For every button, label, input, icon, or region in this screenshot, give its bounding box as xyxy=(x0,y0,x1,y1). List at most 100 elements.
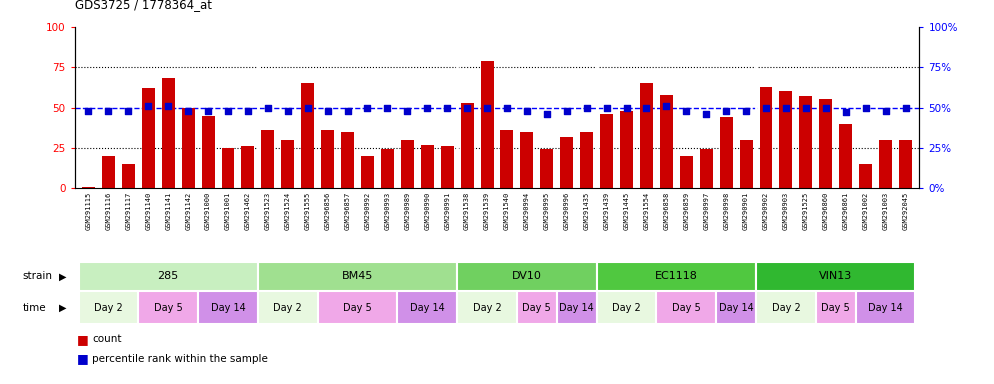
Point xyxy=(160,103,176,109)
Bar xyxy=(859,164,872,188)
Text: percentile rank within the sample: percentile rank within the sample xyxy=(92,354,268,364)
Bar xyxy=(501,130,514,188)
Text: Day 5: Day 5 xyxy=(523,303,552,313)
Text: GSM290991: GSM290991 xyxy=(444,192,450,230)
Text: Day 5: Day 5 xyxy=(821,303,850,313)
Bar xyxy=(142,88,155,188)
Bar xyxy=(321,130,334,188)
Point xyxy=(459,104,475,111)
Text: EC1118: EC1118 xyxy=(655,271,698,281)
Point xyxy=(878,108,894,114)
Bar xyxy=(740,140,752,188)
Text: GSM290994: GSM290994 xyxy=(524,192,530,230)
Point xyxy=(220,108,236,114)
Text: Day 2: Day 2 xyxy=(273,303,302,313)
Text: GSM291117: GSM291117 xyxy=(125,192,131,230)
Text: GSM291435: GSM291435 xyxy=(583,192,589,230)
Text: ▶: ▶ xyxy=(59,271,67,281)
Point xyxy=(598,104,614,111)
Point xyxy=(320,108,336,114)
Bar xyxy=(561,137,574,188)
Bar xyxy=(301,83,314,188)
Bar xyxy=(79,291,138,324)
Bar xyxy=(756,262,915,291)
Point xyxy=(858,104,874,111)
Point xyxy=(519,108,535,114)
Text: GSM291445: GSM291445 xyxy=(623,192,629,230)
Point xyxy=(798,104,814,111)
Point xyxy=(180,108,196,114)
Text: ▶: ▶ xyxy=(59,303,67,313)
Text: Day 5: Day 5 xyxy=(154,303,183,313)
Text: GSM290901: GSM290901 xyxy=(744,192,749,230)
Bar xyxy=(122,164,135,188)
Text: GSM291000: GSM291000 xyxy=(205,192,211,230)
Point xyxy=(259,104,275,111)
Bar xyxy=(839,124,852,188)
Text: BM45: BM45 xyxy=(342,271,373,281)
Point xyxy=(380,104,396,111)
Bar xyxy=(257,291,318,324)
Point xyxy=(678,108,694,114)
Point xyxy=(539,111,555,117)
Text: ■: ■ xyxy=(77,333,88,346)
Text: GSM290992: GSM290992 xyxy=(365,192,371,230)
Text: GSM291142: GSM291142 xyxy=(185,192,191,230)
Bar xyxy=(660,94,673,188)
Text: Day 2: Day 2 xyxy=(612,303,641,313)
Text: time: time xyxy=(23,303,47,313)
Text: VIN13: VIN13 xyxy=(819,271,853,281)
Point xyxy=(838,109,854,116)
Text: 285: 285 xyxy=(158,271,179,281)
Bar xyxy=(281,140,294,188)
Point xyxy=(739,108,754,114)
Bar xyxy=(318,291,398,324)
Text: Day 2: Day 2 xyxy=(94,303,123,313)
Point xyxy=(240,108,255,114)
Point xyxy=(479,104,495,111)
Bar xyxy=(420,145,433,188)
Bar xyxy=(680,156,693,188)
Point xyxy=(419,104,435,111)
Bar xyxy=(79,262,257,291)
Bar xyxy=(460,103,473,188)
Point xyxy=(559,108,575,114)
Bar xyxy=(816,291,856,324)
Bar xyxy=(557,291,596,324)
Point xyxy=(280,108,296,114)
Point xyxy=(140,103,156,109)
Point xyxy=(698,111,714,117)
Text: GSM291115: GSM291115 xyxy=(85,192,91,230)
Point xyxy=(400,108,415,114)
Text: GSM296860: GSM296860 xyxy=(823,192,829,230)
Bar xyxy=(596,262,756,291)
Text: GSM291462: GSM291462 xyxy=(245,192,250,230)
Text: Day 14: Day 14 xyxy=(211,303,246,313)
Text: GSM291001: GSM291001 xyxy=(225,192,231,230)
Bar xyxy=(879,140,892,188)
Text: GSM291524: GSM291524 xyxy=(284,192,291,230)
Text: GSM291523: GSM291523 xyxy=(264,192,270,230)
Bar xyxy=(162,78,175,188)
Bar xyxy=(656,291,717,324)
Point xyxy=(618,104,634,111)
Bar xyxy=(620,111,633,188)
Text: GSM292045: GSM292045 xyxy=(903,192,909,230)
Text: GSM290998: GSM290998 xyxy=(724,192,730,230)
Text: Day 2: Day 2 xyxy=(771,303,800,313)
Bar xyxy=(401,140,414,188)
Text: count: count xyxy=(92,334,122,344)
Text: GSM290996: GSM290996 xyxy=(564,192,570,230)
Point xyxy=(719,108,735,114)
Bar xyxy=(398,291,457,324)
Bar xyxy=(457,262,596,291)
Text: GSM290989: GSM290989 xyxy=(405,192,411,230)
Bar xyxy=(596,291,656,324)
Text: GSM291140: GSM291140 xyxy=(145,192,151,230)
Point xyxy=(898,104,913,111)
Text: GSM291141: GSM291141 xyxy=(165,192,171,230)
Point xyxy=(439,104,455,111)
Point xyxy=(360,104,376,111)
Bar xyxy=(580,132,593,188)
Bar xyxy=(242,146,254,188)
